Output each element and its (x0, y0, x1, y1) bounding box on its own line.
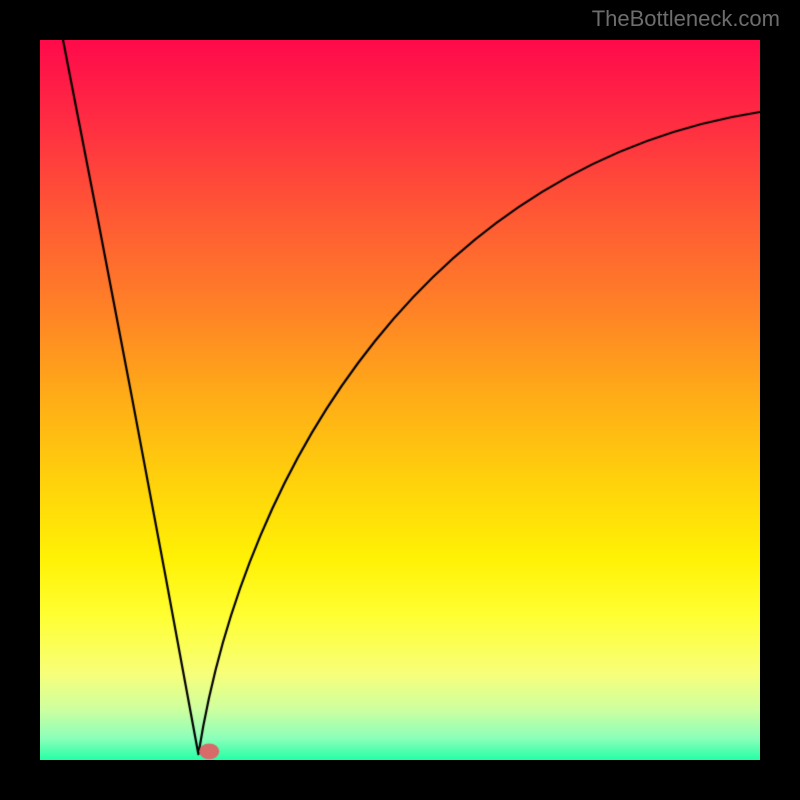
watermark-text: TheBottleneck.com (592, 6, 780, 32)
plot-area (40, 40, 760, 760)
bottleneck-curve (40, 40, 760, 760)
figure-root: TheBottleneck.com (0, 0, 800, 800)
